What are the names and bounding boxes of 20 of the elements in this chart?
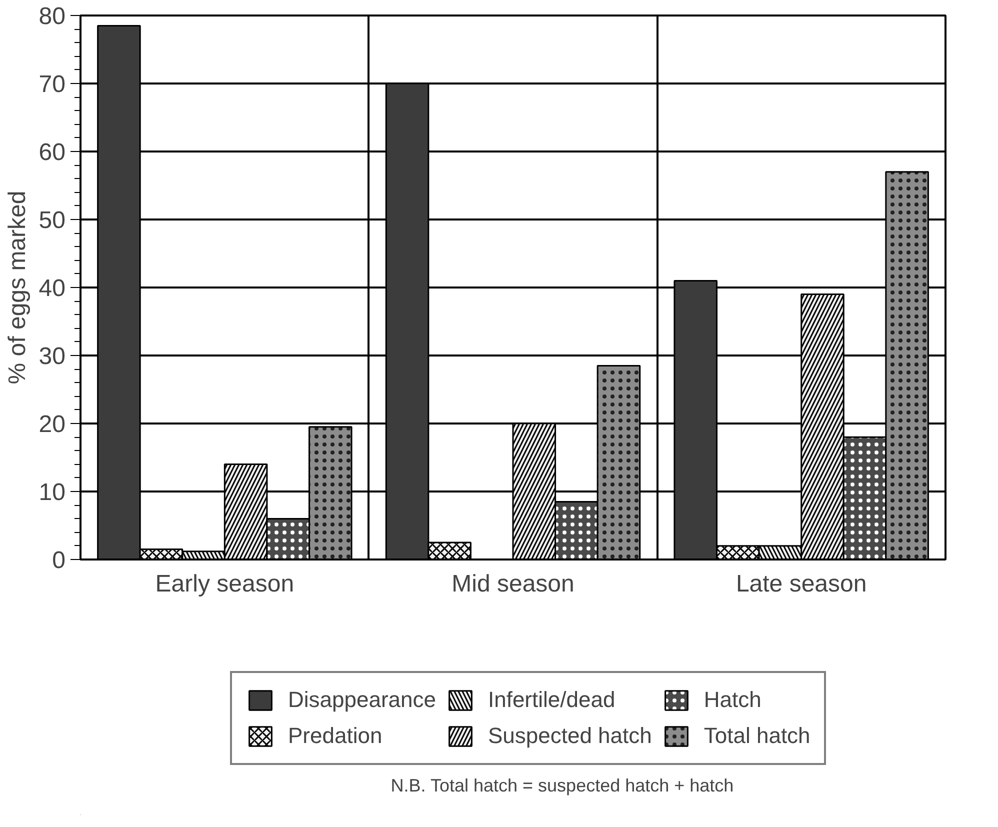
y-tick-label: 40 (38, 275, 66, 302)
y-tick-label: 70 (38, 71, 66, 98)
legend-label: Total hatch (704, 723, 810, 749)
text: N.B. Total hatch = suspected hatch + hatch (390, 775, 734, 796)
legend-label: Predation (288, 723, 382, 749)
y-tick-label: 80 (38, 3, 66, 30)
legend-label: Infertile/dead (488, 687, 616, 713)
y-tick-label: 30 (38, 343, 66, 370)
y-axis-title: % of eggs marked (4, 190, 31, 384)
y-tick-label: 20 (38, 411, 66, 438)
legend-label: Suspected hatch (488, 723, 652, 749)
y-tick-label: 50 (38, 207, 66, 234)
y-tick-label: 10 (38, 479, 66, 506)
y-tick-label: 0 (52, 547, 66, 574)
x-tick-label: Early season (155, 570, 294, 598)
y-tick-label: 60 (38, 139, 66, 166)
x-tick-label: Late season (736, 570, 867, 598)
legend-label: Hatch (704, 687, 762, 713)
legend-label: Disappearance (288, 687, 436, 713)
x-tick-label: Mid season (452, 570, 574, 598)
